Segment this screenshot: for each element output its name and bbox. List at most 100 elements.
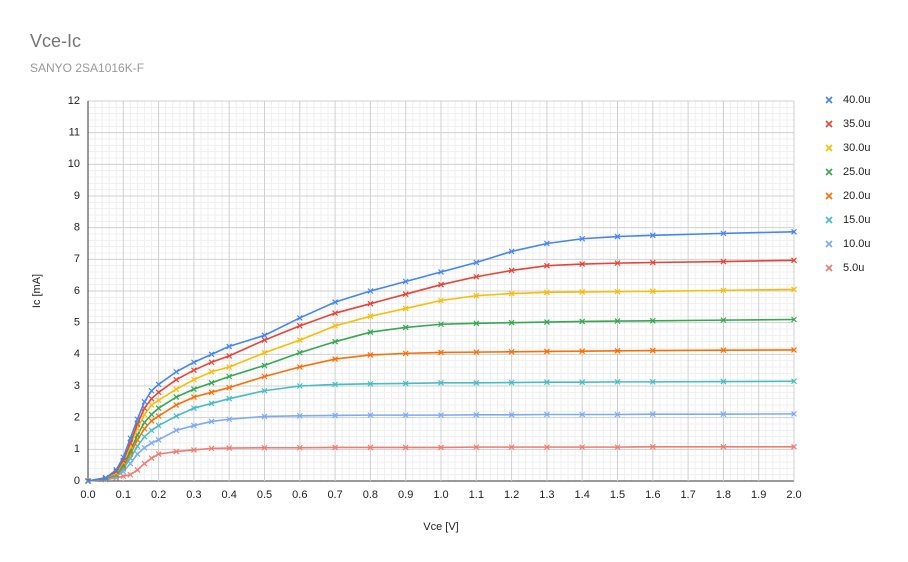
x-tick-label: 0.4 (222, 489, 237, 501)
data-point (473, 259, 480, 266)
data-point (155, 413, 162, 420)
data-point (543, 262, 550, 269)
data-point (438, 297, 444, 304)
data-point (649, 259, 656, 266)
data-point (226, 343, 233, 350)
data-point (402, 324, 409, 331)
data-point (367, 329, 374, 336)
data-point (296, 314, 303, 321)
data-point (155, 422, 162, 429)
legend-label: 25.0u (843, 166, 871, 178)
data-point (141, 425, 148, 432)
data-point (261, 373, 268, 380)
data-point (720, 287, 727, 294)
legend-marker (825, 144, 833, 152)
data-point (208, 368, 215, 375)
data-point (296, 383, 303, 389)
data-point (508, 248, 515, 255)
data-point (120, 454, 127, 461)
data-point (127, 435, 134, 442)
data-point (508, 290, 515, 297)
data-point (791, 228, 797, 235)
data-point (261, 332, 268, 339)
data-point (226, 395, 233, 402)
data-point (134, 451, 141, 458)
data-point (402, 412, 409, 419)
data-point (402, 291, 409, 298)
x-tick-label: 1.2 (504, 489, 519, 501)
legend-label: 40.0u (843, 94, 871, 106)
data-point (296, 412, 303, 419)
legend-label: 35.0u (843, 118, 871, 130)
data-point (579, 411, 586, 418)
data-point (402, 350, 409, 357)
data-point (120, 473, 127, 480)
data-point (614, 347, 621, 354)
chart-title: Vce-Ic (30, 31, 81, 51)
data-point (543, 319, 550, 325)
legend-marker (825, 240, 833, 248)
data-point (649, 443, 656, 450)
data-point (579, 261, 586, 268)
y-tick-label: 11 (69, 127, 80, 139)
data-point (190, 394, 197, 401)
data-point (720, 378, 727, 385)
y-tick-label: 5 (74, 317, 80, 329)
data-point (543, 348, 550, 355)
data-point (190, 447, 197, 453)
data-point (148, 440, 155, 446)
data-point (579, 444, 586, 451)
data-point (473, 320, 480, 327)
data-point (791, 286, 797, 293)
data-point (148, 417, 155, 424)
data-point (148, 455, 155, 462)
data-point (148, 427, 155, 434)
data-point (367, 412, 374, 419)
y-tick-label: 1 (74, 443, 80, 455)
data-point (543, 444, 550, 451)
data-point (208, 359, 215, 366)
data-point (190, 359, 197, 366)
data-point (438, 444, 444, 451)
data-point (508, 319, 515, 326)
data-point (173, 413, 180, 420)
data-point (508, 411, 515, 418)
legend-marker (825, 168, 833, 176)
data-point (508, 348, 515, 355)
data-point (543, 411, 550, 418)
data-point (367, 380, 374, 387)
data-point (141, 419, 148, 426)
data-point (649, 378, 656, 385)
data-point (173, 394, 180, 401)
data-point (649, 288, 656, 295)
data-point (402, 444, 409, 451)
data-point (261, 362, 268, 369)
x-tick-label: 0.6 (292, 489, 307, 501)
legend-marker (825, 216, 833, 224)
data-point (261, 413, 268, 420)
data-point (261, 387, 268, 394)
data-point (473, 444, 480, 451)
data-point (208, 418, 215, 425)
legend-label: 10.0u (843, 238, 871, 250)
x-tick-label: 1.3 (539, 489, 554, 501)
x-tick-label: 1.9 (751, 489, 766, 501)
data-point (508, 444, 515, 451)
data-point (226, 445, 233, 451)
legend-marker (825, 96, 833, 104)
data-point (332, 444, 339, 451)
data-point (402, 278, 409, 285)
data-point (579, 289, 586, 295)
data-point (332, 356, 339, 363)
data-point (208, 389, 215, 396)
data-point (720, 347, 727, 354)
data-point (141, 433, 148, 440)
data-point (367, 444, 374, 451)
data-point (367, 352, 374, 358)
data-point (614, 233, 621, 240)
data-point (148, 387, 155, 394)
data-point (614, 378, 621, 385)
data-point (438, 281, 444, 288)
data-point (438, 412, 444, 419)
